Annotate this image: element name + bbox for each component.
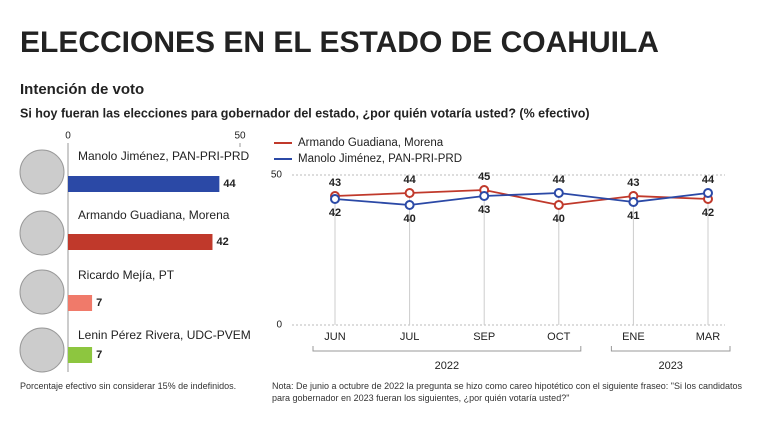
year-bracket xyxy=(610,346,731,352)
value-label: 7 xyxy=(96,349,102,361)
point xyxy=(404,200,415,210)
bar xyxy=(68,295,93,311)
value-label: 43 xyxy=(329,177,341,189)
legend-label: Armando Guadiana, Morena xyxy=(298,137,444,149)
value-label: 44 xyxy=(403,174,416,186)
bar xyxy=(68,234,213,250)
page-title: ELECCIONES EN EL ESTADO DE COAHUILA xyxy=(20,26,659,59)
x-tick-label: OCT xyxy=(547,331,571,343)
series-line xyxy=(334,192,709,206)
photos xyxy=(19,149,65,373)
value-label: 43 xyxy=(478,204,490,216)
photo xyxy=(19,327,65,373)
value-label: 7 xyxy=(96,297,102,309)
legend-label: Manolo Jiménez, PAN-PRI-PRD xyxy=(298,153,462,165)
subtitle: Intención de voto xyxy=(20,81,144,98)
point xyxy=(703,188,713,198)
category-label: Ricardo Mejía, PT xyxy=(78,268,175,282)
value-label: 44 xyxy=(553,174,566,186)
y-tick-label: 50 xyxy=(271,170,283,181)
category-label: Lenin Pérez Rivera, UDC-PVEM xyxy=(78,328,251,342)
value-label: 43 xyxy=(627,177,639,189)
value-label: 44 xyxy=(223,178,236,190)
photo xyxy=(19,149,65,195)
x-tick-label: SEP xyxy=(473,331,495,343)
question: Si hoy fueran las elecciones para gobern… xyxy=(20,106,590,120)
year-label: 2023 xyxy=(658,360,682,372)
x-tick-label: 0 xyxy=(65,131,71,142)
value-label: 40 xyxy=(403,213,415,225)
bar xyxy=(68,347,93,363)
point xyxy=(330,194,340,204)
year-bracket xyxy=(312,346,582,352)
x-tick-label: 50 xyxy=(234,131,246,142)
point xyxy=(628,197,639,207)
bar xyxy=(68,176,220,192)
value-label: 42 xyxy=(329,207,341,219)
x-tick-label: ENE xyxy=(622,331,645,343)
category-label: Manolo Jiménez, PAN-PRI-PRD xyxy=(78,149,249,163)
x-tick-label: MAR xyxy=(696,331,721,343)
note: Nota: De junio a octubre de 2022 la preg… xyxy=(272,381,742,403)
value-label: 44 xyxy=(702,174,715,186)
year-label: 2022 xyxy=(435,360,459,372)
category-label: Armando Guadiana, Morena xyxy=(78,208,230,222)
point xyxy=(404,188,415,198)
y-tick-label: 0 xyxy=(276,320,282,331)
value-label: 42 xyxy=(216,236,228,248)
photo xyxy=(19,269,65,315)
value-label: 41 xyxy=(627,210,639,222)
point xyxy=(553,188,564,198)
series-line xyxy=(334,189,709,206)
x-tick-label: JUL xyxy=(400,331,420,343)
point xyxy=(479,191,490,201)
x-tick-label: JUN xyxy=(324,331,345,343)
value-label: 42 xyxy=(702,207,714,219)
footnote: Porcentaje efectivo sin considerar 15% d… xyxy=(20,381,237,391)
value-label: 45 xyxy=(478,171,490,183)
point xyxy=(553,200,564,210)
value-label: 40 xyxy=(553,213,565,225)
photo xyxy=(19,210,65,256)
